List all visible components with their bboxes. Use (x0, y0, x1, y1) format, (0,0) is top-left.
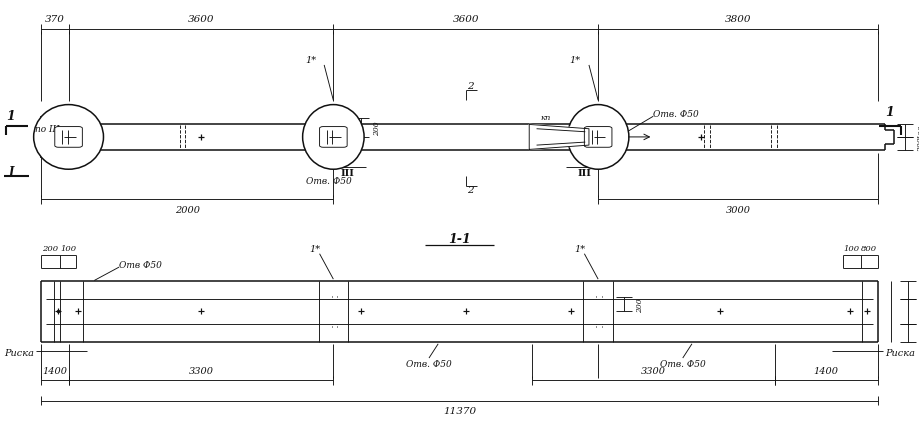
Text: 3300: 3300 (641, 366, 665, 375)
Text: по III: по III (35, 125, 60, 133)
Text: 200: 200 (373, 121, 380, 135)
Text: 100: 100 (917, 124, 919, 138)
Text: 3300: 3300 (188, 366, 213, 375)
Text: Отв. Φ50: Отв. Φ50 (306, 176, 352, 185)
Text: 2: 2 (467, 186, 473, 195)
Text: 200: 200 (636, 298, 644, 312)
Polygon shape (529, 125, 589, 150)
Ellipse shape (302, 105, 364, 170)
Text: 100: 100 (844, 244, 860, 252)
Text: кп: кп (540, 114, 551, 122)
Text: 1: 1 (6, 110, 16, 123)
Text: 100: 100 (60, 244, 76, 252)
Text: 3600: 3600 (187, 15, 214, 24)
Text: 1400: 1400 (42, 366, 67, 375)
Ellipse shape (567, 105, 629, 170)
Text: 800: 800 (861, 244, 878, 252)
Text: 3800: 3800 (725, 15, 751, 24)
Text: Риска: Риска (4, 349, 34, 357)
FancyBboxPatch shape (55, 127, 83, 148)
Text: 2: 2 (467, 82, 473, 90)
Text: 200: 200 (917, 137, 919, 151)
Text: 1*: 1* (310, 245, 321, 254)
Text: 3000: 3000 (725, 206, 751, 215)
FancyBboxPatch shape (584, 127, 612, 148)
Text: 3600: 3600 (452, 15, 479, 24)
Text: 370: 370 (45, 15, 65, 24)
Text: 1400: 1400 (813, 366, 839, 375)
Text: Отв Φ50: Отв Φ50 (119, 260, 162, 269)
Text: 200: 200 (42, 244, 59, 252)
Text: 1*: 1* (574, 245, 585, 254)
Text: 1-1: 1-1 (448, 232, 471, 245)
FancyBboxPatch shape (320, 127, 347, 148)
Ellipse shape (34, 105, 104, 170)
Text: Риска: Риска (885, 349, 915, 357)
Text: 2000: 2000 (175, 206, 199, 215)
Text: 1: 1 (885, 105, 894, 118)
Text: 1*: 1* (305, 55, 316, 64)
Text: III: III (577, 169, 591, 178)
Text: 1*: 1* (570, 55, 581, 64)
Text: Отв. Φ50: Отв. Φ50 (406, 359, 452, 368)
Text: III: III (340, 169, 354, 178)
Text: 11370: 11370 (443, 406, 476, 415)
Text: I: I (8, 166, 14, 178)
Text: Отв. Φ50: Отв. Φ50 (660, 359, 706, 368)
Text: Отв. Φ50: Отв. Φ50 (653, 110, 699, 118)
